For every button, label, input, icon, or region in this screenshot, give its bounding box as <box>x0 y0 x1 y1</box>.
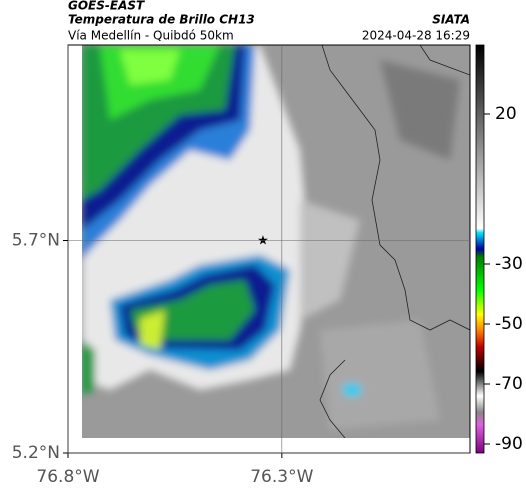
colorbar-tick-label: 20 <box>495 104 517 124</box>
satellite-image <box>82 45 470 438</box>
subtitle: Vía Medellín - Quibdó 50km <box>68 29 234 43</box>
colorbar-tick-label: -70 <box>495 374 523 394</box>
location-marker: ★ <box>257 234 269 249</box>
colorbar-tick-label: -30 <box>495 254 523 274</box>
org: SIATA <box>432 13 470 27</box>
colorbar-tick-label: -50 <box>495 314 523 334</box>
colorbar <box>475 44 485 454</box>
title: Temperatura de Brillo CH13 <box>68 13 255 27</box>
y-tick-label: 5.7°N <box>12 231 60 251</box>
y-tick-label: 5.2°N <box>12 443 60 463</box>
x-tick-label: 76.3°W <box>250 467 313 487</box>
datetime: 2024-04-28 16:29 <box>362 29 470 43</box>
colorbar-tick-label: -90 <box>495 434 523 454</box>
source: GOES-EAST <box>68 0 145 13</box>
x-tick-label: 76.8°W <box>36 467 99 487</box>
